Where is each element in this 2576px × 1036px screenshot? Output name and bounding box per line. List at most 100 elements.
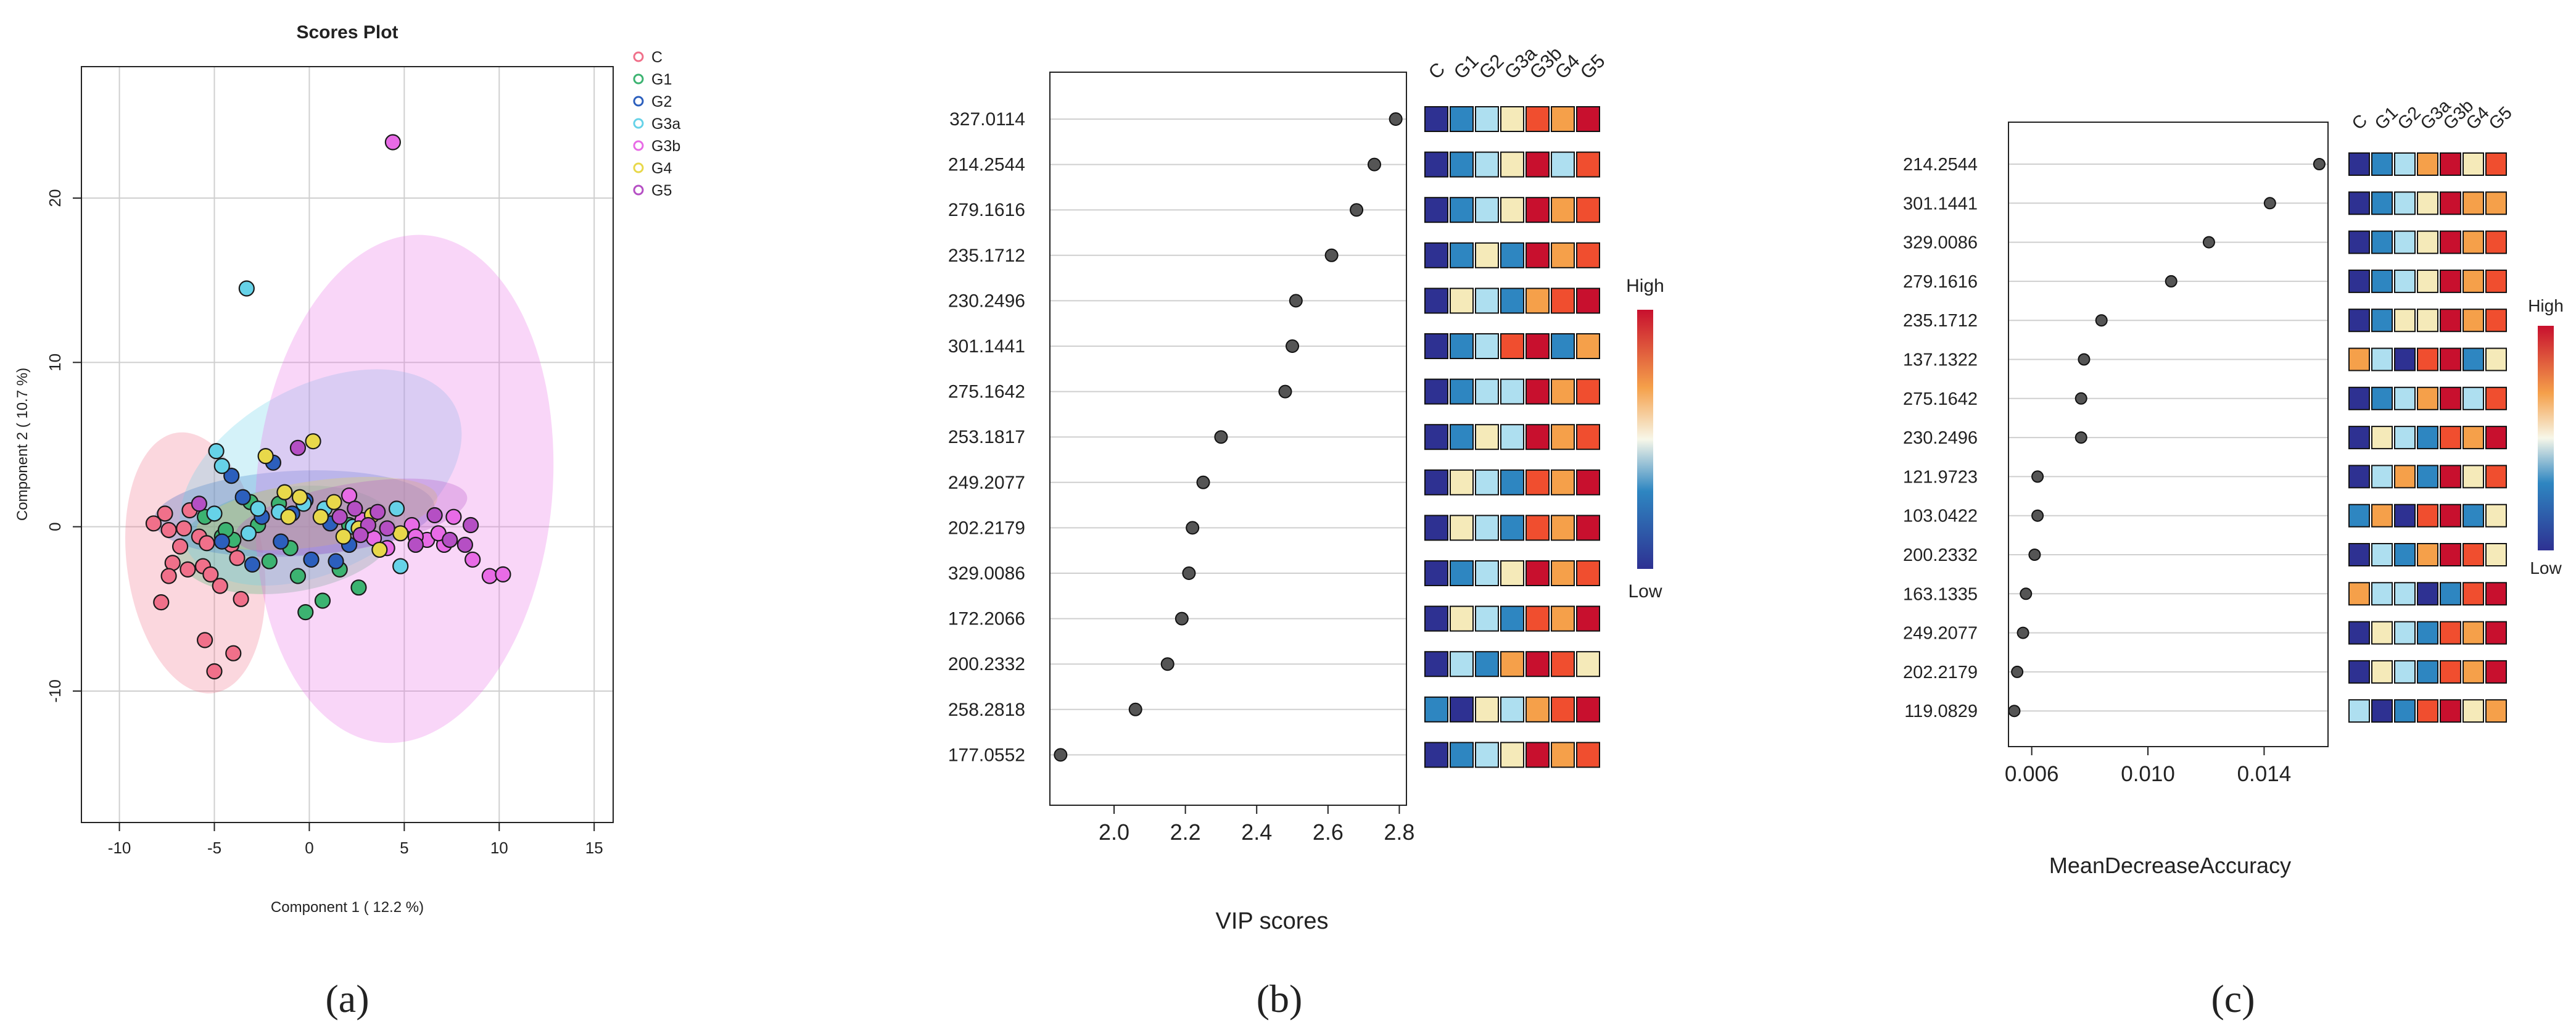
- legend-marker-g5: [633, 184, 644, 196]
- heatmap-cell: [1551, 424, 1575, 450]
- vip-heatmap: [1424, 106, 1600, 768]
- score-point-g5: [352, 526, 369, 544]
- vip-legend-high: High: [1626, 276, 1664, 296]
- heatmap-cell: [2348, 699, 2370, 723]
- confidence-ellipses: [125, 234, 554, 744]
- x-tick-label: 2.2: [1170, 819, 1201, 845]
- heatmap-cell: [1475, 106, 1499, 132]
- heatmap-cell: [1475, 288, 1499, 314]
- score-point-g1: [261, 553, 278, 570]
- x-tick-label: 15: [585, 839, 603, 857]
- heatmap-cell: [1525, 242, 1550, 268]
- heatmap-cell: [1450, 742, 1474, 768]
- feature-label: 202.2179: [948, 518, 1025, 538]
- score-point-g1: [297, 604, 314, 621]
- x-tick-label: 0.006: [2005, 762, 2059, 786]
- vip-legend-low: Low: [1628, 581, 1662, 602]
- heatmap-cell: [1576, 242, 1600, 268]
- scores-x-ticks: -10 -5 0 5 10 15: [108, 823, 603, 857]
- score-point-c: [233, 591, 249, 607]
- heatmap-cell: [1475, 424, 1499, 450]
- feature-label: 119.0829: [1904, 702, 1978, 721]
- feature-label: 200.2332: [1903, 545, 1978, 565]
- heatmap-cell: [1424, 197, 1448, 223]
- score-point-g5: [369, 503, 386, 520]
- heatmap-cell: [2462, 269, 2484, 293]
- heatmap-cell: [2462, 465, 2484, 489]
- heatmap-cell: [1500, 197, 1524, 223]
- heatmap-cell: [1450, 197, 1474, 223]
- vip-row-lines: [1050, 118, 1406, 756]
- heatmap-cell: [1551, 378, 1575, 405]
- heatmap-cell: [2485, 269, 2507, 293]
- heatmap-cell: [2440, 699, 2461, 723]
- score-point-g5: [331, 508, 348, 525]
- heatmap-cell: [1551, 288, 1575, 314]
- heatmap-cell: [2462, 191, 2484, 215]
- legend-marker-g4: [633, 162, 644, 173]
- heatmap-cell: [2348, 465, 2370, 489]
- heatmap-cell: [1525, 469, 1550, 495]
- score-point-g3a: [213, 458, 230, 474]
- mda-feature-labels: 214.2544 301.1441 329.0086 279.1616 235.1712…: [1903, 155, 1978, 721]
- heatmap-cell: [1551, 605, 1575, 632]
- vip-scores-panel: 327.0114 214.2544 279.1616 235.1712 230.2496…: [948, 42, 1664, 1021]
- importance-dot: [1196, 475, 1210, 489]
- heatmap-cell: [1500, 333, 1524, 359]
- heatmap-cell: [2371, 503, 2393, 528]
- vip-color-bar: [1637, 310, 1653, 569]
- heatmap-cell: [2348, 426, 2370, 450]
- scores-plot-grid: [81, 67, 613, 823]
- heatmap-cell: [1576, 742, 1600, 768]
- heatmap-cell: [1551, 469, 1575, 495]
- score-point-g3a: [392, 558, 409, 574]
- score-point-g3a: [250, 500, 266, 517]
- heatmap-cell: [1424, 106, 1448, 132]
- heatmap-cell: [2371, 426, 2393, 450]
- score-point-g3b: [341, 487, 358, 504]
- heatmap-cell: [1475, 515, 1499, 541]
- heatmap-cell: [1576, 560, 1600, 586]
- score-point-c: [180, 561, 196, 578]
- vip-color-legend: High Low: [1626, 276, 1664, 602]
- importance-dot: [1214, 430, 1228, 444]
- score-point-c: [202, 566, 219, 582]
- heatmap-cell: [1576, 605, 1600, 632]
- score-point-g2: [213, 533, 230, 550]
- ellipse-c: [125, 432, 266, 694]
- score-point-c: [229, 550, 246, 566]
- panel-label-a: (a): [325, 977, 369, 1021]
- heatmap-cell: [1576, 424, 1600, 450]
- heatmap-cell: [1500, 515, 1524, 541]
- heatmap-cell: [2371, 269, 2393, 293]
- heatmap-cell: [1525, 333, 1550, 359]
- scores-y-ticks: -10 0 10 20: [46, 189, 81, 703]
- heatmap-cell: [1525, 560, 1550, 586]
- heatmap-cell: [1450, 515, 1474, 541]
- score-points: [145, 134, 511, 680]
- heatmap-cell: [1500, 560, 1524, 586]
- mda-dots: [2008, 158, 2326, 718]
- heatmap-cell: [1424, 742, 1448, 768]
- legend-marker-c: [633, 51, 644, 62]
- x-tick-label: 2.6: [1313, 819, 1344, 845]
- score-point-g5: [407, 536, 424, 553]
- heatmap-cell: [1551, 560, 1575, 586]
- score-point-g2: [273, 533, 289, 550]
- heatmap-cell: [2462, 230, 2484, 254]
- heatmap-cell: [2440, 269, 2461, 293]
- heatmap-cell: [2348, 503, 2370, 528]
- score-point-g1: [350, 579, 367, 596]
- heatmap-cell: [2462, 582, 2484, 606]
- feature-label: 301.1441: [1903, 194, 1978, 213]
- heatmap-cell: [2394, 503, 2416, 528]
- heatmap-cell: [2417, 426, 2438, 450]
- heatmap-cell: [2417, 152, 2438, 176]
- heatmap-cell: [1424, 288, 1448, 314]
- heatmap-cell: [1424, 696, 1448, 723]
- heatmap-cell: [1424, 424, 1448, 450]
- heatmap-cell: [1576, 333, 1600, 359]
- ellipse-g3b: [255, 234, 554, 744]
- heatmap-cell: [2394, 191, 2416, 215]
